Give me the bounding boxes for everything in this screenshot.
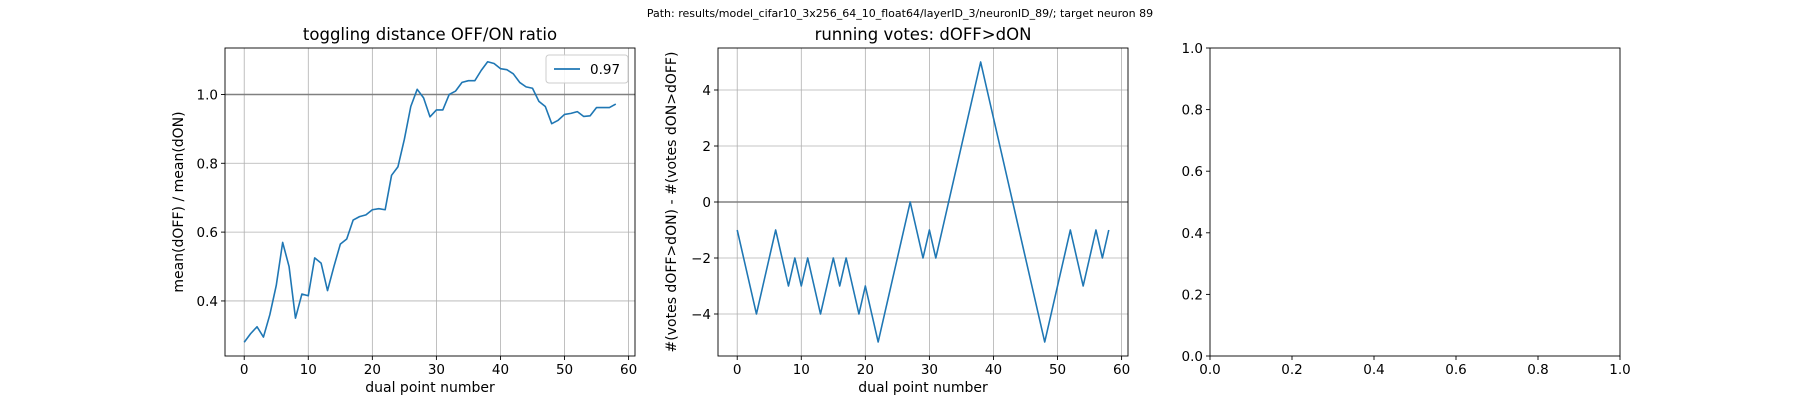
legend-box (545, 54, 629, 84)
x-tick-label-3: 0.6 (1445, 362, 1466, 378)
y-tick-label-0: 0.4 (197, 294, 218, 310)
x-tick-label-3: 30 (921, 362, 938, 378)
y-tick-label-1: 0.6 (197, 225, 218, 241)
subplot-3: 0.0 0.2 0.4 0.6 0.8 1.0 0.0 0.2 0.4 0.6 0.8 1.0 (1182, 41, 1631, 378)
y-tick-label-1: 0.2 (1182, 287, 1203, 303)
x-tick-label-5: 50 (1049, 362, 1066, 378)
series-line-1 (243, 60, 617, 343)
y-tick-label-1: −2 (691, 251, 711, 267)
axes-frame (224, 47, 636, 357)
y-tick-label-2: 0.8 (197, 156, 218, 172)
x-tick-label-5: 50 (556, 362, 573, 378)
figure-suptitle: Path: results/model_cifar10_3x256_64_10_… (647, 7, 1153, 20)
chart-title: toggling distance OFF/ON ratio (303, 25, 557, 44)
x-tick-label-4: 0.8 (1527, 362, 1548, 378)
x-tick-label-6: 60 (620, 362, 637, 378)
y-tick-label-2: 0.4 (1182, 226, 1203, 242)
x-tick-label-5: 1.0 (1609, 362, 1630, 378)
x-tick-label-1: 10 (300, 362, 317, 378)
x-tick-label-2: 20 (857, 362, 874, 378)
axes-frame (1209, 47, 1621, 357)
y-tick-label-0: −4 (691, 307, 711, 323)
x-tick-label-1: 10 (793, 362, 810, 378)
subplot-1: 0 10 20 30 40 50 60 0.4 0.6 0.8 1.0 toggling distan… (171, 25, 637, 396)
y-axis-label: #(votes dOFF>dON) - #(votes dON>dOFF) (664, 52, 680, 353)
series-line-1 (736, 61, 1110, 343)
x-tick-label-4: 40 (985, 362, 1002, 378)
x-tick-label-0: 0 (240, 362, 249, 378)
y-tick-label-4: 0.8 (1182, 103, 1203, 119)
y-axis-label: mean(dOFF) / mean(dON) (171, 111, 187, 292)
x-tick-label-3: 30 (428, 362, 445, 378)
x-tick-label-6: 60 (1113, 362, 1130, 378)
x-axis-label: dual point number (858, 380, 988, 396)
x-axis-label: dual point number (365, 380, 495, 396)
y-tick-label-3: 2 (702, 139, 711, 155)
chart-title: running votes: dOFF>dON (815, 25, 1032, 44)
x-tick-label-2: 20 (364, 362, 381, 378)
x-tick-label-1: 0.2 (1281, 362, 1302, 378)
y-tick-label-2: 0 (702, 195, 711, 211)
x-tick-label-4: 40 (492, 362, 509, 378)
y-tick-label-3: 0.6 (1182, 164, 1203, 180)
y-tick-label-0: 0.0 (1182, 349, 1203, 365)
legend: 0.97 (545, 54, 629, 84)
legend-label-0: 0.97 (590, 62, 620, 78)
x-tick-label-0: 0 (733, 362, 742, 378)
subplot-2: 0 10 20 30 40 50 60 −4 −2 0 2 4 running votes: dOFF>… (664, 25, 1130, 396)
y-tick-label-5: 1.0 (1182, 41, 1203, 57)
y-tick-label-3: 1.0 (197, 87, 218, 103)
x-tick-label-0: 0.0 (1199, 362, 1220, 378)
y-tick-label-4: 4 (702, 83, 711, 99)
x-tick-label-2: 0.4 (1363, 362, 1384, 378)
